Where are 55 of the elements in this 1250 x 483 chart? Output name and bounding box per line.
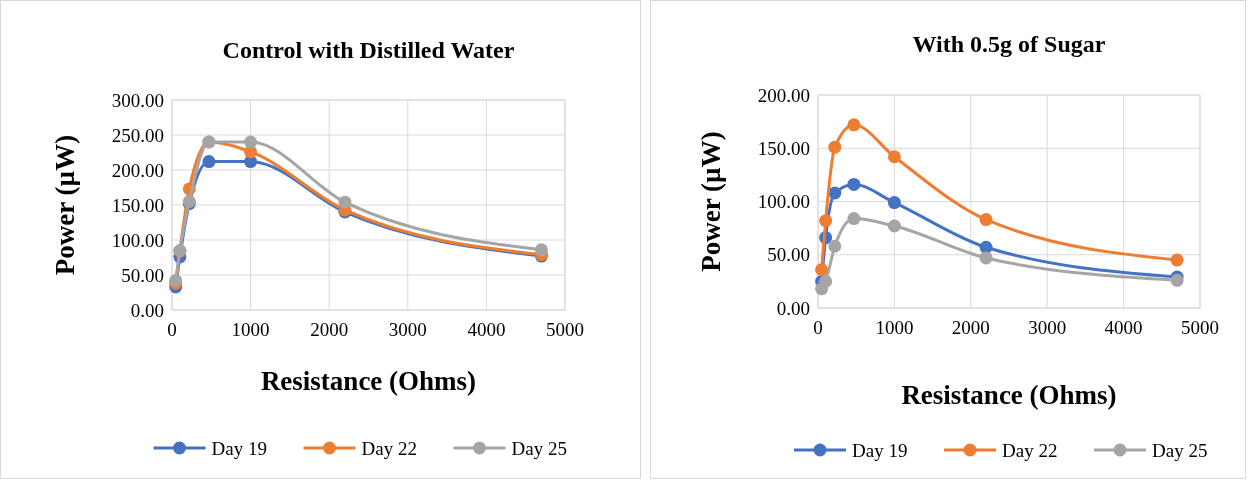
y-tick-label: 100.00 [111, 229, 164, 251]
x-tick-label: 4000 [1104, 317, 1143, 338]
x-tick-label: 0 [813, 317, 823, 338]
x-tick-label: 3000 [388, 319, 427, 340]
legend-label: Day 19 [852, 439, 908, 461]
point [244, 135, 258, 149]
x-tick-label: 5000 [1181, 317, 1219, 338]
chart-title: Control with Distilled Water [222, 37, 515, 63]
point [1170, 253, 1184, 267]
point [819, 214, 833, 228]
point [979, 213, 993, 227]
y-tick-label: 150.00 [111, 194, 164, 216]
point [534, 243, 548, 257]
point [887, 219, 901, 233]
y-tick-label: 250.00 [111, 124, 164, 146]
legend-label: Day 19 [211, 437, 267, 459]
y-tick-label: 50.00 [121, 264, 164, 286]
x-axis-title: Resistance (Ohms) [901, 380, 1117, 410]
point [979, 240, 993, 254]
x-tick-label: 0 [167, 319, 177, 340]
legend-label: Day 22 [1002, 439, 1058, 461]
point [819, 274, 833, 288]
x-tick-label: 4000 [467, 319, 506, 340]
point [828, 140, 842, 154]
y-tick-label: 0.00 [130, 299, 164, 321]
chart-title: With 0.5g of Sugar [912, 31, 1106, 57]
x-tick-label: 1000 [875, 317, 914, 338]
point [847, 212, 861, 226]
legend-label: Day 22 [361, 437, 417, 459]
y-axis-title: Power (µW) [696, 131, 726, 272]
x-tick-label: 2000 [951, 317, 990, 338]
y-axis-title: Power (µW) [50, 134, 80, 276]
x-axis-title: Resistance (Ohms) [260, 366, 477, 396]
y-tick-label: 200.00 [757, 84, 810, 106]
point [202, 155, 216, 169]
point [979, 251, 993, 265]
x-tick-label: 5000 [546, 319, 584, 340]
x-tick-label: 1000 [231, 319, 270, 340]
y-tick-label: 50.00 [767, 244, 810, 266]
point [887, 196, 901, 210]
y-tick-label: 0.00 [776, 297, 810, 319]
y-tick-label: 100.00 [757, 191, 810, 213]
point [887, 150, 901, 164]
point [847, 177, 861, 191]
legend-label: Day 25 [1152, 439, 1208, 461]
x-tick-label: 3000 [1028, 317, 1067, 338]
y-tick-label: 300.00 [111, 89, 164, 111]
point [338, 195, 352, 209]
point [828, 239, 842, 253]
legend-label: Day 25 [511, 437, 567, 459]
y-tick-label: 150.00 [757, 137, 810, 159]
x-tick-label: 2000 [310, 319, 349, 340]
point [847, 118, 861, 132]
y-tick-label: 200.00 [111, 159, 164, 181]
point [815, 263, 829, 277]
